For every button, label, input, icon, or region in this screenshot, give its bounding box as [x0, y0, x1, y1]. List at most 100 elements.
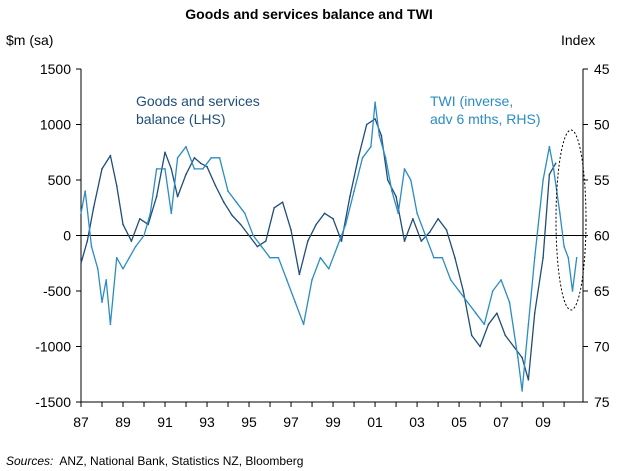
twi-point — [370, 145, 372, 148]
goods-balance-point — [86, 240, 89, 242]
twi-point — [416, 212, 418, 215]
left-tick-label: 500 — [48, 172, 72, 188]
twi-point — [384, 157, 387, 159]
goods-balance-point — [315, 223, 318, 226]
goods-balance-point — [101, 168, 103, 170]
twi-point — [575, 256, 578, 259]
goods-balance-point — [92, 207, 95, 209]
axes-group: 1500 1000 500 0 -500 -1000 -1500 45 50 55 60 65 70 75… — [35, 61, 610, 430]
goods-balance-point — [323, 212, 326, 215]
goods-balance-point — [239, 223, 242, 226]
twi-point — [500, 279, 502, 281]
goods-balance-point — [164, 151, 166, 154]
twi-point — [552, 168, 555, 170]
goods-balance-point — [357, 157, 360, 159]
twi-point — [311, 279, 313, 281]
series-line-goods-balance — [80, 118, 557, 381]
series-label-goods-line-2: balance (LHS) — [136, 111, 226, 127]
series-label-goods-line-1: Goods and services — [136, 93, 260, 109]
twi-point — [466, 301, 469, 303]
right-tick-label: 70 — [594, 339, 610, 355]
goods-balance-point — [206, 165, 208, 168]
right-tick-label: 50 — [594, 117, 610, 133]
goods-balance-point — [155, 195, 158, 198]
twi-point — [185, 145, 187, 148]
twi-point — [397, 212, 400, 215]
twi-point — [149, 212, 152, 215]
goods-balance-point — [470, 334, 473, 337]
goods-balance-point — [139, 218, 141, 220]
right-axis-label: Index — [561, 32, 595, 48]
twi-point — [374, 101, 376, 104]
x-tick-label: 09 — [535, 414, 551, 430]
twi-point — [128, 256, 131, 259]
twi-point — [155, 168, 158, 170]
twi-point — [361, 157, 364, 159]
goods-balance-point — [170, 168, 173, 170]
twi-point — [563, 245, 565, 248]
twi-point — [164, 168, 166, 170]
right-tick-label: 65 — [594, 283, 610, 299]
goods-balance-point — [395, 195, 397, 198]
goods-balance-point — [521, 356, 523, 359]
goods-balance-point — [454, 256, 456, 259]
x-tick-label: 87 — [73, 414, 89, 430]
left-axis-label: $m (sa) — [6, 32, 53, 48]
goods-balance-point — [332, 218, 334, 220]
twi-point — [542, 179, 544, 181]
goods-balance-point — [428, 231, 431, 233]
goods-balance-point — [199, 162, 202, 165]
twi-point — [458, 290, 460, 292]
goods-balance-point — [504, 334, 507, 337]
right-tick-label: 55 — [594, 172, 610, 188]
twi-point — [521, 390, 523, 392]
twi-point — [424, 234, 427, 237]
twi-point — [548, 145, 551, 148]
twi-point — [319, 256, 322, 259]
twi-point — [491, 290, 494, 292]
twi-point — [109, 323, 112, 326]
twi-point — [527, 323, 530, 326]
x-tick-label: 03 — [409, 414, 425, 430]
twi-point — [97, 268, 99, 270]
twi-point — [449, 279, 452, 281]
twi-point — [294, 301, 297, 303]
twi-point — [475, 312, 477, 315]
goods-balance-point — [548, 173, 551, 176]
goods-balance-point — [248, 234, 250, 237]
series-label-twi-line-2: adv 6 mths, RHS) — [430, 111, 540, 127]
twi-point — [84, 190, 86, 192]
twi-point — [410, 179, 412, 181]
x-tick-label: 93 — [199, 414, 215, 430]
twi-point — [286, 279, 288, 281]
goods-balance-point — [437, 218, 439, 220]
twi-point — [202, 168, 204, 170]
goods-balance-point — [122, 223, 124, 226]
goods-balance-point — [231, 214, 233, 217]
series-line-twi — [80, 101, 578, 392]
twi-point — [90, 245, 93, 248]
x-tick-label: 01 — [367, 414, 383, 430]
twi-point — [378, 134, 381, 137]
goods-balance-point — [298, 273, 301, 276]
left-tick-label: -1500 — [35, 394, 71, 410]
twi-point — [252, 234, 254, 237]
right-tick-label: 60 — [594, 228, 610, 244]
twi-point — [105, 279, 107, 281]
twi-point — [441, 256, 444, 259]
left-tick-label: 1000 — [40, 117, 71, 133]
goods-balance-point — [214, 184, 217, 187]
goods-balance-point — [527, 379, 530, 381]
highlight-ellipse — [555, 129, 587, 311]
twi-point — [277, 256, 280, 259]
twi-point — [80, 212, 82, 215]
goods-balance-point — [533, 312, 536, 315]
twi-point — [134, 245, 137, 248]
twi-point — [170, 212, 173, 215]
left-tick-label: -500 — [43, 283, 71, 299]
goods-balance-point — [273, 207, 276, 209]
twi-point — [567, 256, 570, 259]
goods-balance-point — [487, 323, 490, 326]
goods-balance-point — [403, 240, 406, 242]
